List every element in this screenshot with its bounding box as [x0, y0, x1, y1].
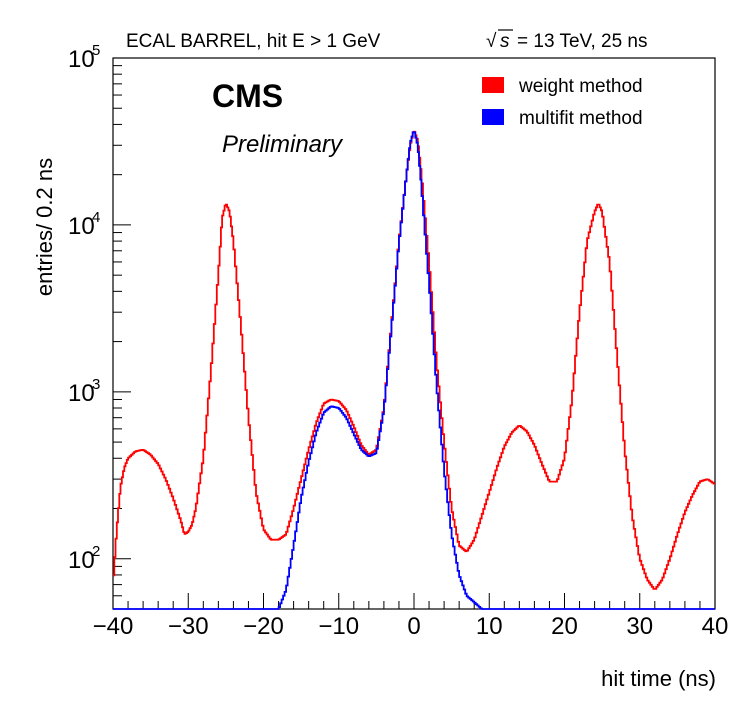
preliminary-label: Preliminary — [222, 131, 344, 158]
y-tick-exponent: 2 — [92, 543, 100, 560]
x-tick-label: 40 — [702, 613, 729, 640]
y-tick-label: 10 — [68, 380, 95, 407]
x-tick-label: 10 — [476, 613, 503, 640]
multifit-method-series — [113, 131, 715, 610]
x-axis-title: hit time (ns) — [601, 666, 716, 691]
energy-label: = 13 TeV, 25 ns — [517, 31, 647, 52]
y-tick-label: 10 — [68, 547, 95, 574]
legend-label-multifit: multifit method — [519, 108, 643, 129]
x-tick-labels: −40 −30 −20 −10 0 10 20 30 40 — [93, 613, 729, 640]
plot-frame — [112, 57, 716, 610]
legend-label-weight: weight method — [518, 76, 643, 97]
cms-label: CMS — [212, 78, 283, 114]
weight-method-series — [113, 130, 715, 590]
x-tick-label: −40 — [93, 613, 134, 640]
legend-swatch-multifit — [482, 109, 504, 125]
y-tick-label: 10 — [68, 213, 95, 240]
sqrt-symbol: √ — [486, 31, 497, 52]
x-tick-label: −30 — [168, 613, 209, 640]
y-tick-exponent: 3 — [92, 376, 100, 393]
axis-ticks — [112, 57, 716, 610]
legend-swatch-weight — [482, 77, 504, 93]
x-tick-label: 20 — [551, 613, 578, 640]
y-axis-title: entries/ 0.2 ns — [32, 158, 57, 296]
sqrt-s-label: s — [500, 31, 510, 52]
x-tick-label: −20 — [243, 613, 284, 640]
chart-title: ECAL BARREL, hit E > 1 GeV — [126, 31, 381, 52]
y-tick-exponent: 4 — [92, 209, 100, 226]
x-tick-label: −10 — [318, 613, 359, 640]
x-tick-label: 30 — [626, 613, 653, 640]
y-tick-exponent: 5 — [92, 42, 100, 59]
y-tick-label: 10 — [68, 46, 95, 73]
x-tick-label: 0 — [407, 613, 420, 640]
